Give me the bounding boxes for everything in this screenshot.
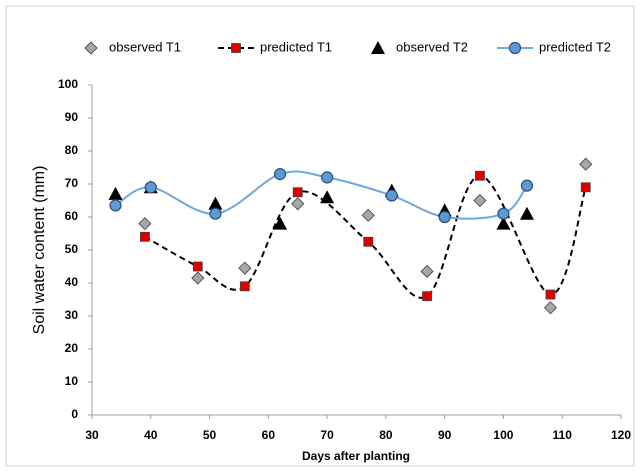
data-point: [239, 281, 250, 292]
data-point: [291, 197, 305, 211]
y-tick-label: 90: [65, 110, 79, 124]
chart-frame: [5, 5, 635, 467]
legend-label: predicted T1: [260, 39, 332, 54]
data-point: [363, 236, 374, 247]
legend-marker: [508, 41, 522, 55]
x-tick-label: 100: [493, 428, 513, 442]
x-tick-label: 70: [320, 428, 334, 442]
y-tick-label: 60: [65, 209, 79, 223]
x-tick-label: 120: [611, 428, 631, 442]
x-tick-label: 110: [553, 428, 573, 442]
series-line: [144, 174, 587, 299]
data-point: [139, 231, 150, 242]
data-point: [144, 181, 157, 194]
y-tick-label: 0: [71, 407, 78, 421]
data-point: [520, 179, 534, 192]
y-tick-label: 30: [65, 308, 79, 322]
x-axis-label: Days after planting: [302, 449, 410, 463]
data-point: [438, 210, 451, 224]
data-point: [138, 217, 152, 231]
data-point: [545, 289, 556, 300]
data-point: [209, 207, 222, 220]
data-point: [192, 261, 203, 272]
data-point: [422, 291, 432, 302]
data-point: [208, 196, 223, 210]
y-tick-label: 10: [65, 374, 79, 388]
y-tick-label: 80: [65, 143, 79, 157]
legend-label: observed T1: [109, 39, 181, 54]
data-point: [496, 216, 511, 230]
data-point: [473, 193, 487, 208]
data-point: [292, 187, 303, 198]
y-tick-label: 20: [65, 341, 79, 355]
x-tick-label: 40: [144, 428, 158, 442]
legend-marker: [231, 43, 241, 53]
y-tick-label: 50: [65, 242, 79, 256]
data-point: [385, 189, 398, 202]
data-point: [543, 301, 558, 315]
data-point: [580, 182, 591, 193]
data-point: [497, 207, 510, 220]
data-point: [273, 216, 288, 230]
y-axis-label: Soil water content (mm): [31, 166, 48, 335]
x-tick-label: 90: [438, 428, 452, 442]
data-point: [519, 206, 534, 220]
data-point: [273, 168, 287, 181]
y-tick-label: 40: [65, 275, 79, 289]
data-point: [420, 264, 434, 279]
x-tick-label: 50: [203, 428, 217, 442]
data-point: [238, 261, 252, 275]
data-point: [109, 199, 122, 212]
data-point: [361, 208, 375, 222]
y-tick-label: 100: [58, 77, 78, 91]
x-tick-label: 60: [262, 428, 276, 442]
y-tick-label: 70: [65, 176, 79, 190]
legend-label: observed T2: [396, 39, 468, 54]
legend-label: predicted T2: [539, 39, 611, 54]
data-point: [321, 171, 334, 184]
legend-marker: [371, 41, 385, 54]
data-point: [108, 186, 123, 200]
data-point: [320, 190, 335, 204]
data-point: [191, 271, 205, 285]
data-point: [579, 157, 593, 171]
legend-marker: [84, 41, 98, 55]
data-point: [475, 170, 485, 181]
x-tick-label: 30: [85, 428, 99, 442]
x-tick-label: 80: [379, 428, 393, 442]
